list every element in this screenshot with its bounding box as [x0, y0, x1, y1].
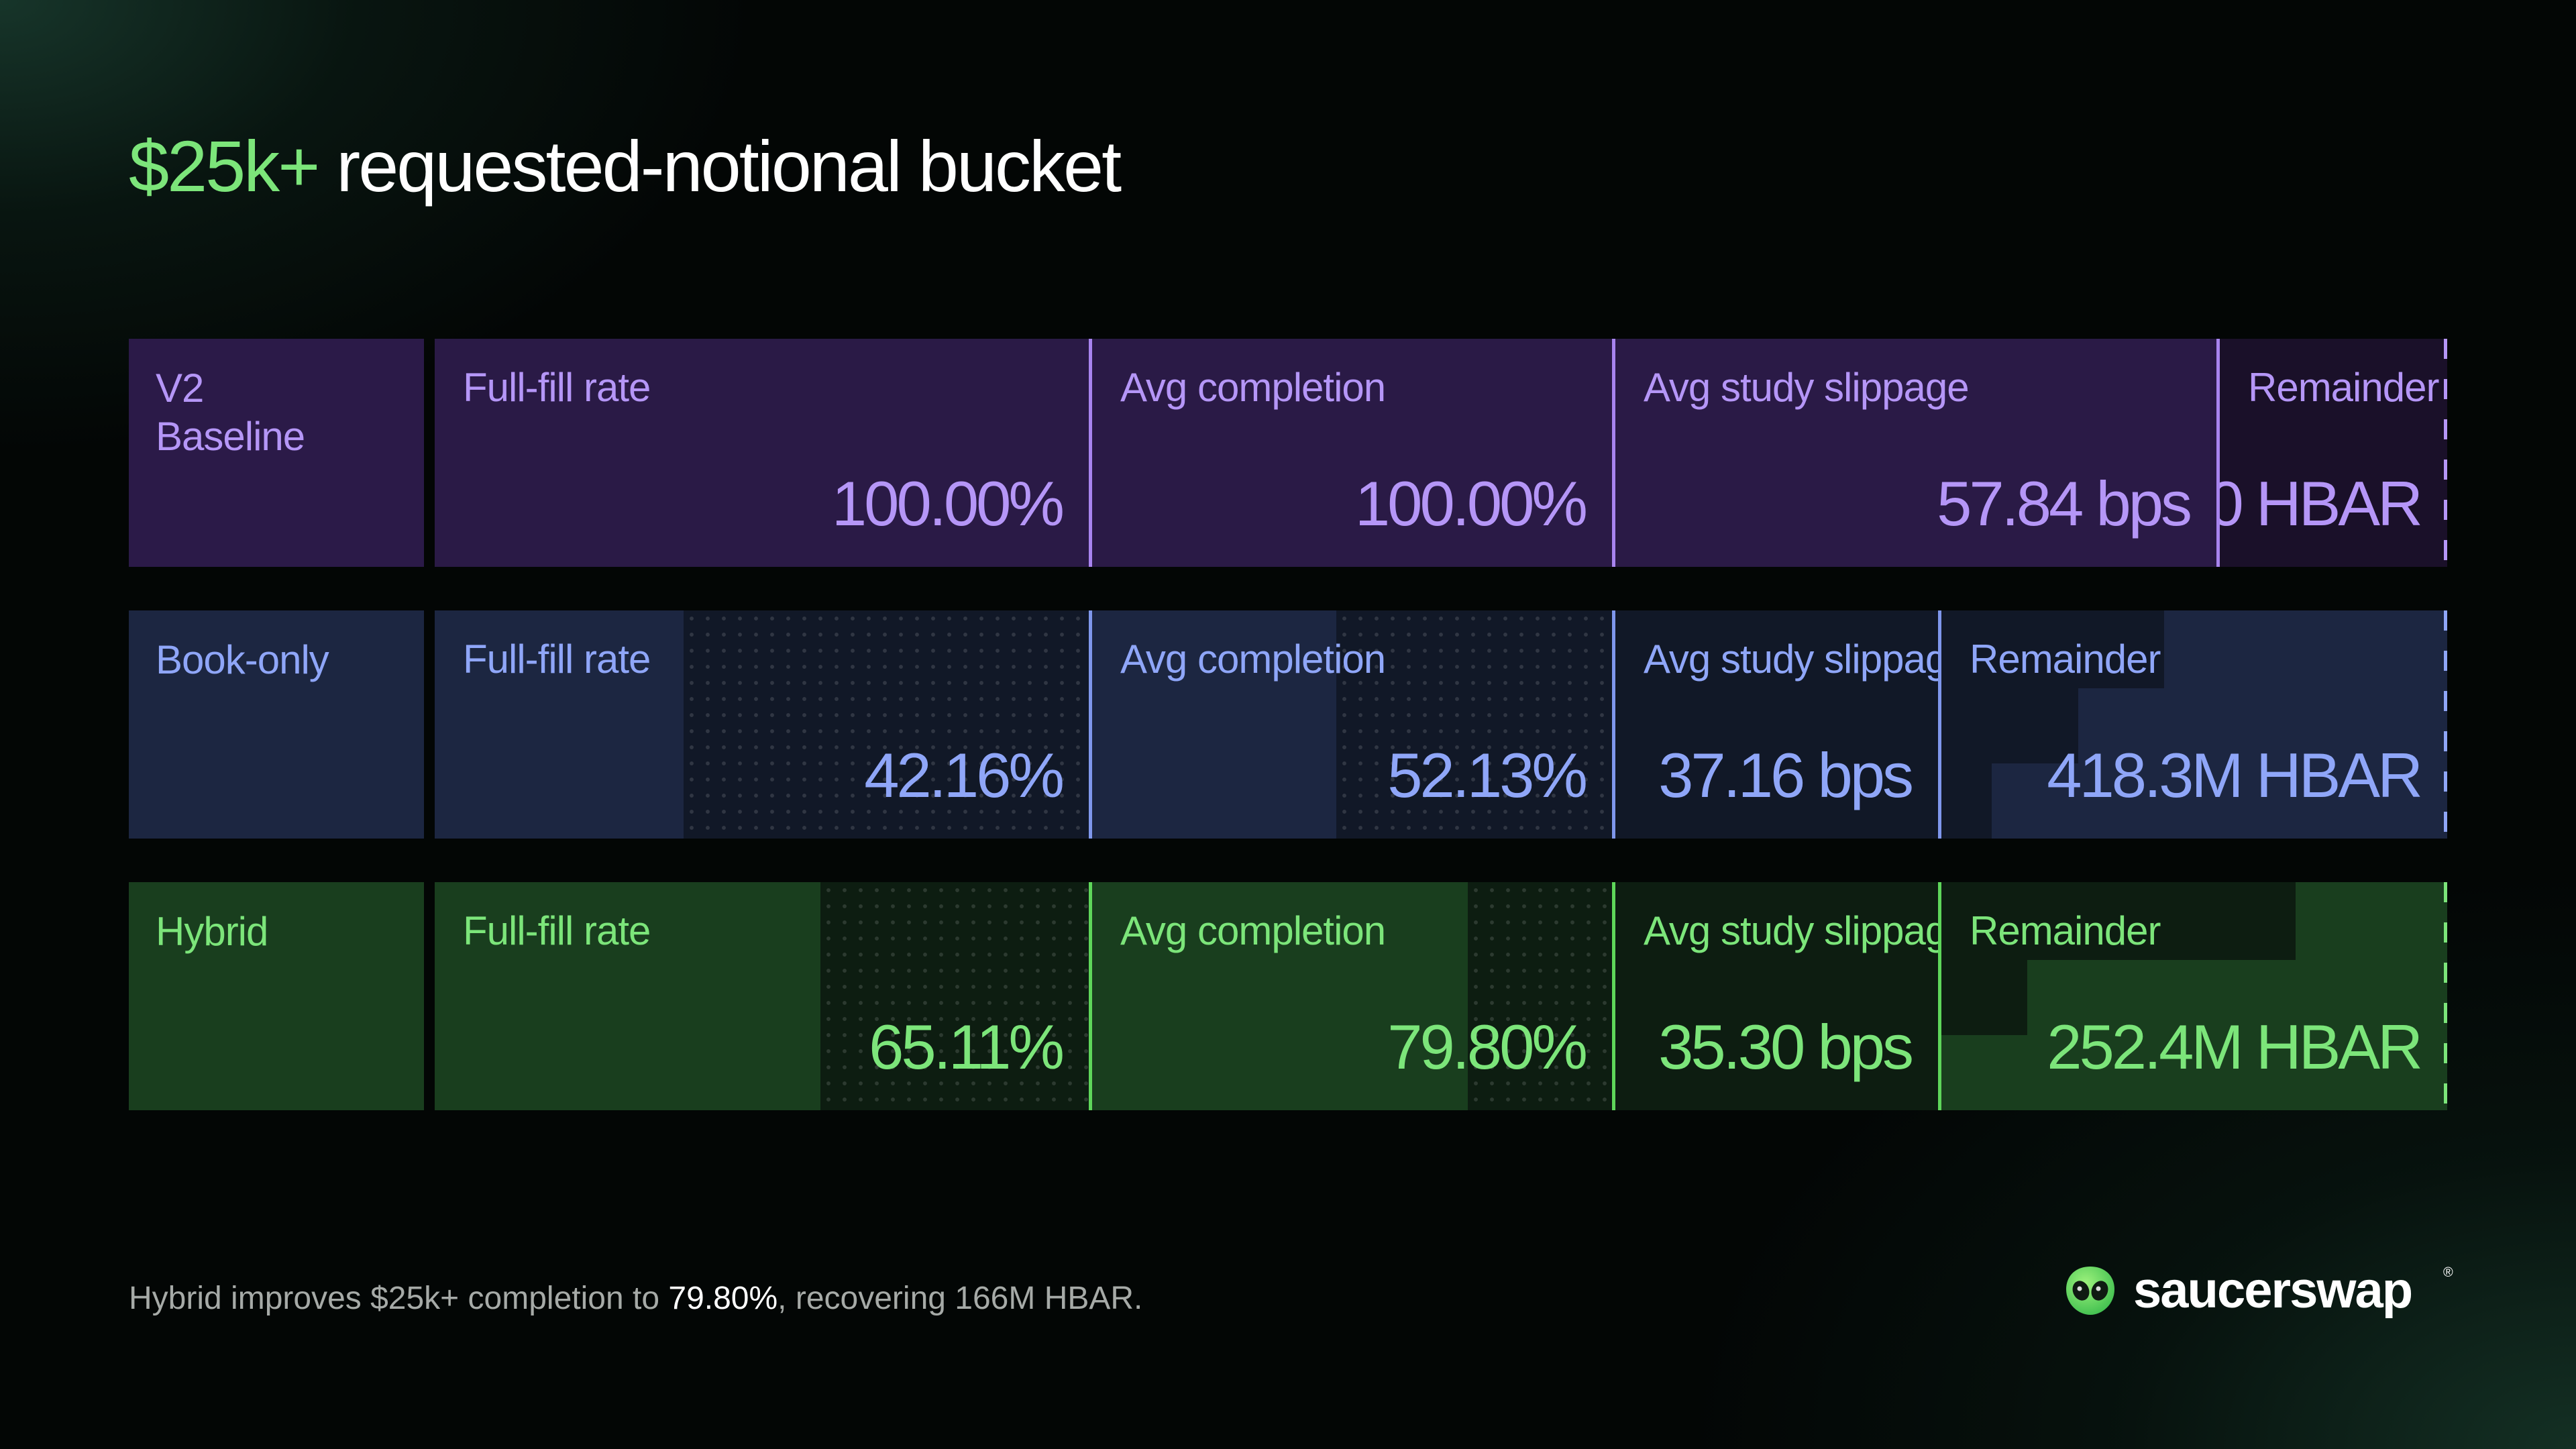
metric-value: 52.13%: [1387, 740, 1588, 810]
row-label: Hybrid: [156, 908, 268, 956]
metric-remainder: Remainder 418.3M HBAR: [1941, 610, 2447, 839]
metric-header: Full-fill rate: [463, 908, 651, 953]
footnote-text: Hybrid improves $25k+ completion to: [129, 1281, 669, 1316]
row-edge-marker: [2444, 882, 2447, 1110]
metric-header: Avg completion: [1120, 365, 1386, 410]
metric-value: 35.30 bps: [1658, 1012, 1914, 1082]
row-edge-marker: [2444, 339, 2447, 567]
fill-bar: [435, 610, 684, 839]
metric-remainder: Remainder 252.4M HBAR: [1941, 882, 2447, 1110]
metric-full-fill-rate: Full-fill rate 42.16%: [435, 610, 1089, 839]
metric-value: 100.00%: [1354, 468, 1588, 539]
metric-header: Remainder: [1970, 908, 2161, 953]
metric-full-fill-rate: Full-fill rate 65.11%: [435, 882, 1089, 1110]
metric-value: 0 HBAR: [2220, 468, 2423, 539]
row-v2-baseline: V2 Baseline Full-fill rate 100.00% Avg compl…: [129, 339, 2447, 567]
registered-mark: ®: [2443, 1265, 2453, 1280]
column-divider: [1612, 610, 1615, 839]
metric-value: 57.84 bps: [1937, 468, 2192, 539]
empty-pattern: [684, 610, 1089, 839]
remainder-step: [2164, 610, 2447, 839]
title-accent: $25k+: [129, 125, 320, 207]
footnote-text-end: , recovering 166M HBAR.: [777, 1281, 1143, 1316]
metric-avg-study-slippage: Avg study slippage 37.16 bps: [1615, 610, 1938, 839]
row-label-cell: Book-only: [129, 610, 424, 839]
metric-header: Avg study slippage: [1644, 637, 1938, 682]
metric-value: 37.16 bps: [1658, 740, 1914, 810]
row-label-cell: V2 Baseline: [129, 339, 424, 567]
column-divider: [1612, 882, 1615, 1110]
metric-header: Avg study slippage: [1644, 365, 1970, 410]
metric-header: Full-fill rate: [463, 365, 651, 410]
metric-avg-study-slippage: Avg study slippage 57.84 bps: [1615, 339, 2216, 567]
metric-avg-completion: Avg completion 79.80%: [1092, 882, 1612, 1110]
row-label: V2 Baseline: [156, 364, 305, 461]
fill-bar: [1092, 882, 1468, 1110]
footnote-highlight: 79.80%: [668, 1281, 778, 1316]
row-label-line: Hybrid: [156, 909, 268, 954]
empty-pattern: [820, 882, 1089, 1110]
metric-value: 418.3M HBAR: [2047, 740, 2423, 810]
row-label-line: Baseline: [156, 414, 305, 459]
row-label: Book-only: [156, 636, 329, 684]
fill-bar: [1092, 610, 1336, 839]
metric-full-fill-rate: Full-fill rate 100.00%: [435, 339, 1089, 567]
empty-pattern: [1336, 610, 1612, 839]
column-divider: [1089, 339, 1092, 567]
metric-header: Avg completion: [1120, 637, 1386, 682]
metric-avg-study-slippage: Avg study slippage 35.30 bps: [1615, 882, 1938, 1110]
metric-remainder: Remainder 0 HBAR: [2220, 339, 2447, 567]
metric-avg-completion: Avg completion 52.13%: [1092, 610, 1612, 839]
metric-avg-completion: Avg completion 100.00%: [1092, 339, 1612, 567]
metric-value: 42.16%: [864, 740, 1065, 810]
row-hybrid: Hybrid Full-fill rate 65.11% Avg completion…: [129, 882, 2447, 1110]
metric-header: Full-fill rate: [463, 637, 651, 682]
row-book-only: Book-only Full-fill rate 42.16% Avg complet…: [129, 610, 2447, 839]
metric-value: 100.00%: [831, 468, 1065, 539]
title-text: requested-notional bucket: [318, 125, 1122, 207]
column-divider: [1938, 882, 1941, 1110]
column-divider: [1089, 610, 1092, 839]
empty-pattern: [1468, 882, 1612, 1110]
row-label-line: Book-only: [156, 637, 329, 682]
column-divider: [1612, 339, 1615, 567]
metric-value: 65.11%: [869, 1012, 1065, 1082]
column-divider: [2216, 339, 2220, 567]
row-label-line: V2: [156, 366, 204, 411]
column-divider: [1089, 882, 1092, 1110]
footnote: Hybrid improves $25k+ completion to 79.8…: [129, 1280, 1142, 1317]
page-title: $25k+ requested-notional bucket: [129, 124, 1122, 208]
row-label-cell: Hybrid: [129, 882, 424, 1110]
fill-bar: [435, 882, 820, 1110]
metric-header: Avg study slippage: [1644, 908, 1938, 953]
metric-value: 79.80%: [1387, 1012, 1588, 1082]
row-edge-marker: [2444, 610, 2447, 839]
metric-value: 252.4M HBAR: [2047, 1012, 2423, 1082]
metric-header: Avg completion: [1120, 908, 1386, 953]
metric-header: Remainder: [1970, 637, 2161, 682]
brand-name: saucerswap: [2133, 1262, 2413, 1319]
remainder-step: [2296, 882, 2447, 1110]
alien-logo-icon: [2066, 1267, 2114, 1315]
metric-header: Remainder: [2248, 365, 2439, 410]
column-divider: [1938, 610, 1941, 839]
